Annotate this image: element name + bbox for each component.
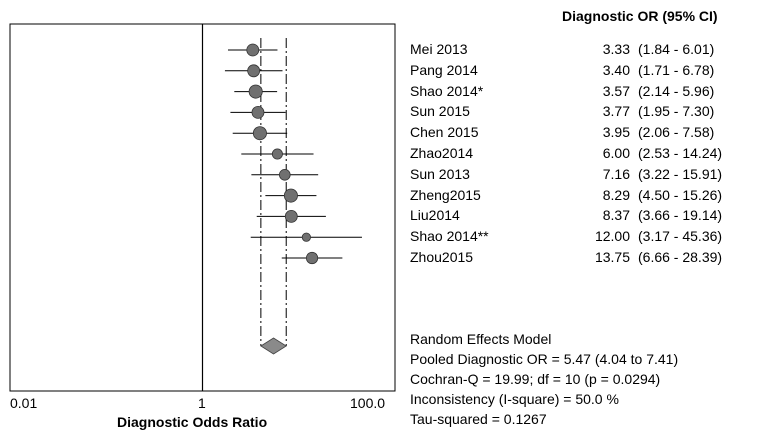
study-or-value: 7.16 <box>602 165 630 182</box>
study-or-value: 12.00 <box>594 228 630 245</box>
study-point <box>283 188 298 203</box>
study-ci-value: (4.50 - 15.26) <box>638 186 723 203</box>
study-marks <box>224 43 362 265</box>
pooled-diamond <box>260 337 287 355</box>
study-name: Sun 2013 <box>410 165 470 182</box>
study-name: Liu2014 <box>410 207 460 224</box>
study-name: Zhou2015 <box>410 249 474 265</box>
study-or-value: 3.95 <box>602 124 630 141</box>
summary-block: Random Effects Model Pooled Diagnostic O… <box>410 329 678 429</box>
study-ci-value: (1.84 - 6.01) <box>638 41 715 57</box>
study-ci-value: (3.17 - 45.36) <box>638 228 723 245</box>
study-or-value: 6.00 <box>602 145 630 161</box>
study-name: Mei 2013 <box>410 41 468 57</box>
study-point <box>248 84 263 99</box>
study-point <box>251 106 265 119</box>
x-axis-title: Diagnostic Odds Ratio <box>117 414 268 430</box>
study-ci-value: (3.66 - 19.14) <box>638 207 723 224</box>
study-point <box>284 209 298 223</box>
study-ci-value: (3.22 - 15.91) <box>638 165 723 182</box>
study-or-value: 3.77 <box>602 103 630 120</box>
summary-model: Random Effects Model <box>410 331 552 347</box>
summary-tau: Tau-squared = 0.1267 <box>410 411 547 427</box>
study-ci-value: (2.06 - 7.58) <box>638 124 715 141</box>
pooled-mark <box>260 337 287 355</box>
study-or-value: 8.37 <box>602 207 630 224</box>
study-or-value: 3.57 <box>602 82 630 99</box>
summary-pooled: Pooled Diagnostic OR = 5.47 (4.04 to 7.4… <box>410 351 679 367</box>
study-or-value: 3.33 <box>602 41 630 57</box>
study-ci-value: (2.53 - 14.24) <box>638 145 723 161</box>
study-ci-value: (1.71 - 6.78) <box>638 61 715 78</box>
study-name: Zheng2015 <box>410 186 481 203</box>
study-or-value: 3.40 <box>602 61 630 78</box>
x-tick-label: 100.0 <box>350 395 386 411</box>
study-point <box>247 64 261 78</box>
column-header: Diagnostic OR (95% CI) <box>562 8 718 24</box>
study-name: Shao 2014** <box>410 228 489 245</box>
study-point <box>278 169 291 181</box>
x-tick-label: 1 <box>198 395 206 411</box>
study-point <box>301 232 311 242</box>
study-ci-value: (6.66 - 28.39) <box>638 249 723 265</box>
study-point <box>252 126 267 141</box>
study-name: Zhao2014 <box>410 145 474 161</box>
study-or-value: 8.29 <box>602 186 630 203</box>
summary-inconsistency: Inconsistency (I-square) = 50.0 % <box>410 391 619 407</box>
study-name: Shao 2014* <box>410 82 484 99</box>
summary-cochran: Cochran-Q = 19.99; df = 10 (p = 0.0294) <box>410 371 661 387</box>
study-point <box>246 43 260 57</box>
study-ci-value: (2.14 - 5.96) <box>638 82 715 99</box>
x-tick-label: 0.01 <box>10 395 38 411</box>
study-name: Sun 2015 <box>410 103 470 120</box>
study-or-value: 13.75 <box>594 249 630 265</box>
study-point <box>305 251 319 265</box>
study-name: Pang 2014 <box>410 61 478 78</box>
study-ci-value: (1.95 - 7.30) <box>638 103 715 120</box>
study-point <box>271 148 283 160</box>
study-name: Chen 2015 <box>410 124 479 141</box>
reference-lines <box>201 24 287 391</box>
